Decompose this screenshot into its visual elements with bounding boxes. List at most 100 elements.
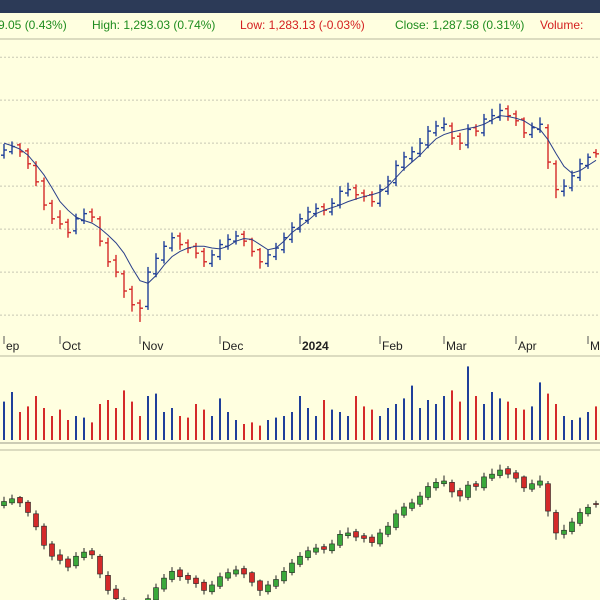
volume-bar xyxy=(219,398,221,440)
candle-body xyxy=(225,572,231,579)
volume-bar xyxy=(467,366,469,440)
volume-bar xyxy=(35,396,37,440)
header-stat: 9.05 (0.43%) xyxy=(0,18,67,32)
candle-body xyxy=(409,502,415,509)
volume-bar xyxy=(171,408,173,440)
x-tick-label: 2024 xyxy=(302,339,329,353)
volume-bar xyxy=(259,425,261,440)
candle-body xyxy=(529,483,535,490)
volume-bar xyxy=(83,417,85,440)
candle-body xyxy=(41,525,47,546)
candle-body xyxy=(25,501,31,513)
volume-bar xyxy=(107,400,109,440)
candle-body xyxy=(497,469,503,476)
candle-body xyxy=(105,575,111,591)
volume-bar xyxy=(115,408,117,440)
candle-body xyxy=(489,473,495,479)
volume-bar xyxy=(547,393,549,440)
candle-body xyxy=(9,498,15,504)
volume-bar xyxy=(91,422,93,440)
volume-bar xyxy=(19,412,21,440)
volume-bar xyxy=(451,390,453,440)
candle-body xyxy=(217,576,223,587)
candle-body xyxy=(433,482,439,489)
volume-bar xyxy=(579,417,581,440)
candle-body xyxy=(593,503,599,505)
candle-body xyxy=(353,531,359,538)
candle-body xyxy=(369,536,375,543)
volume-bar xyxy=(475,396,477,440)
volume-bar xyxy=(419,408,421,440)
header-stat: Volume: xyxy=(540,18,583,32)
candle-body xyxy=(393,513,399,528)
volume-bar xyxy=(155,393,157,440)
candle-body xyxy=(329,543,335,552)
volume-bar xyxy=(123,390,125,440)
x-tick-label: Feb xyxy=(382,339,403,353)
volume-bar xyxy=(403,398,405,440)
volume-bar xyxy=(3,401,5,440)
candle-body xyxy=(241,568,247,575)
volume-bar xyxy=(283,416,285,440)
candle-body xyxy=(345,532,351,537)
volume-bar xyxy=(179,416,181,440)
volume-bar xyxy=(67,420,69,440)
volume-bar xyxy=(371,409,373,440)
candle-body xyxy=(153,587,159,600)
volume-bar xyxy=(443,396,445,440)
candle-body xyxy=(553,512,559,534)
volume-bar xyxy=(11,392,13,440)
volume-bar xyxy=(387,408,389,440)
volume-bar xyxy=(291,412,293,440)
candle-body xyxy=(289,562,295,573)
candle-body xyxy=(281,570,287,582)
volume-bar xyxy=(195,404,197,440)
volume-bar xyxy=(507,401,509,440)
volume-bar xyxy=(435,404,437,440)
volume-bar xyxy=(379,416,381,440)
candle-body xyxy=(297,555,303,565)
candle-body xyxy=(89,550,95,556)
volume-bar xyxy=(523,409,525,440)
candle-body xyxy=(257,580,263,591)
volume-bar xyxy=(531,406,533,440)
volume-bar xyxy=(411,385,413,440)
candle-body xyxy=(17,497,23,504)
volume-bar xyxy=(27,406,29,440)
volume-bar xyxy=(59,409,61,440)
candle-body xyxy=(209,584,215,593)
volume-bar xyxy=(347,416,349,440)
candle-body xyxy=(65,558,71,568)
candle-body xyxy=(441,480,447,485)
candle-body xyxy=(145,598,151,600)
top-bar xyxy=(0,0,600,13)
volume-bar xyxy=(555,404,557,440)
x-tick-label: Dec xyxy=(222,339,243,353)
candle-body xyxy=(193,577,199,584)
volume-bar xyxy=(355,396,357,440)
volume-bar xyxy=(427,400,429,440)
volume-bar xyxy=(251,422,253,440)
volume-bar xyxy=(187,417,189,440)
x-tick-label: Mar xyxy=(446,339,467,353)
volume-bar xyxy=(539,382,541,440)
candle-body xyxy=(449,482,455,493)
candle-body xyxy=(305,550,311,558)
volume-bar xyxy=(147,396,149,440)
volume-bar xyxy=(491,392,493,440)
candle-body xyxy=(585,506,591,515)
x-tick-label: Ma xyxy=(590,339,600,353)
candle-body xyxy=(321,546,327,550)
x-tick-label: Apr xyxy=(518,339,537,353)
volume-bar xyxy=(275,417,277,440)
candle-body xyxy=(33,513,39,528)
volume-bar xyxy=(43,408,45,440)
candle-body xyxy=(513,472,519,479)
candle-body xyxy=(521,476,527,489)
candle-body xyxy=(505,468,511,475)
candle-body xyxy=(169,570,175,580)
header-stat: Low: 1,283.13 (-0.03%) xyxy=(240,18,365,32)
moving-average xyxy=(3,115,597,284)
